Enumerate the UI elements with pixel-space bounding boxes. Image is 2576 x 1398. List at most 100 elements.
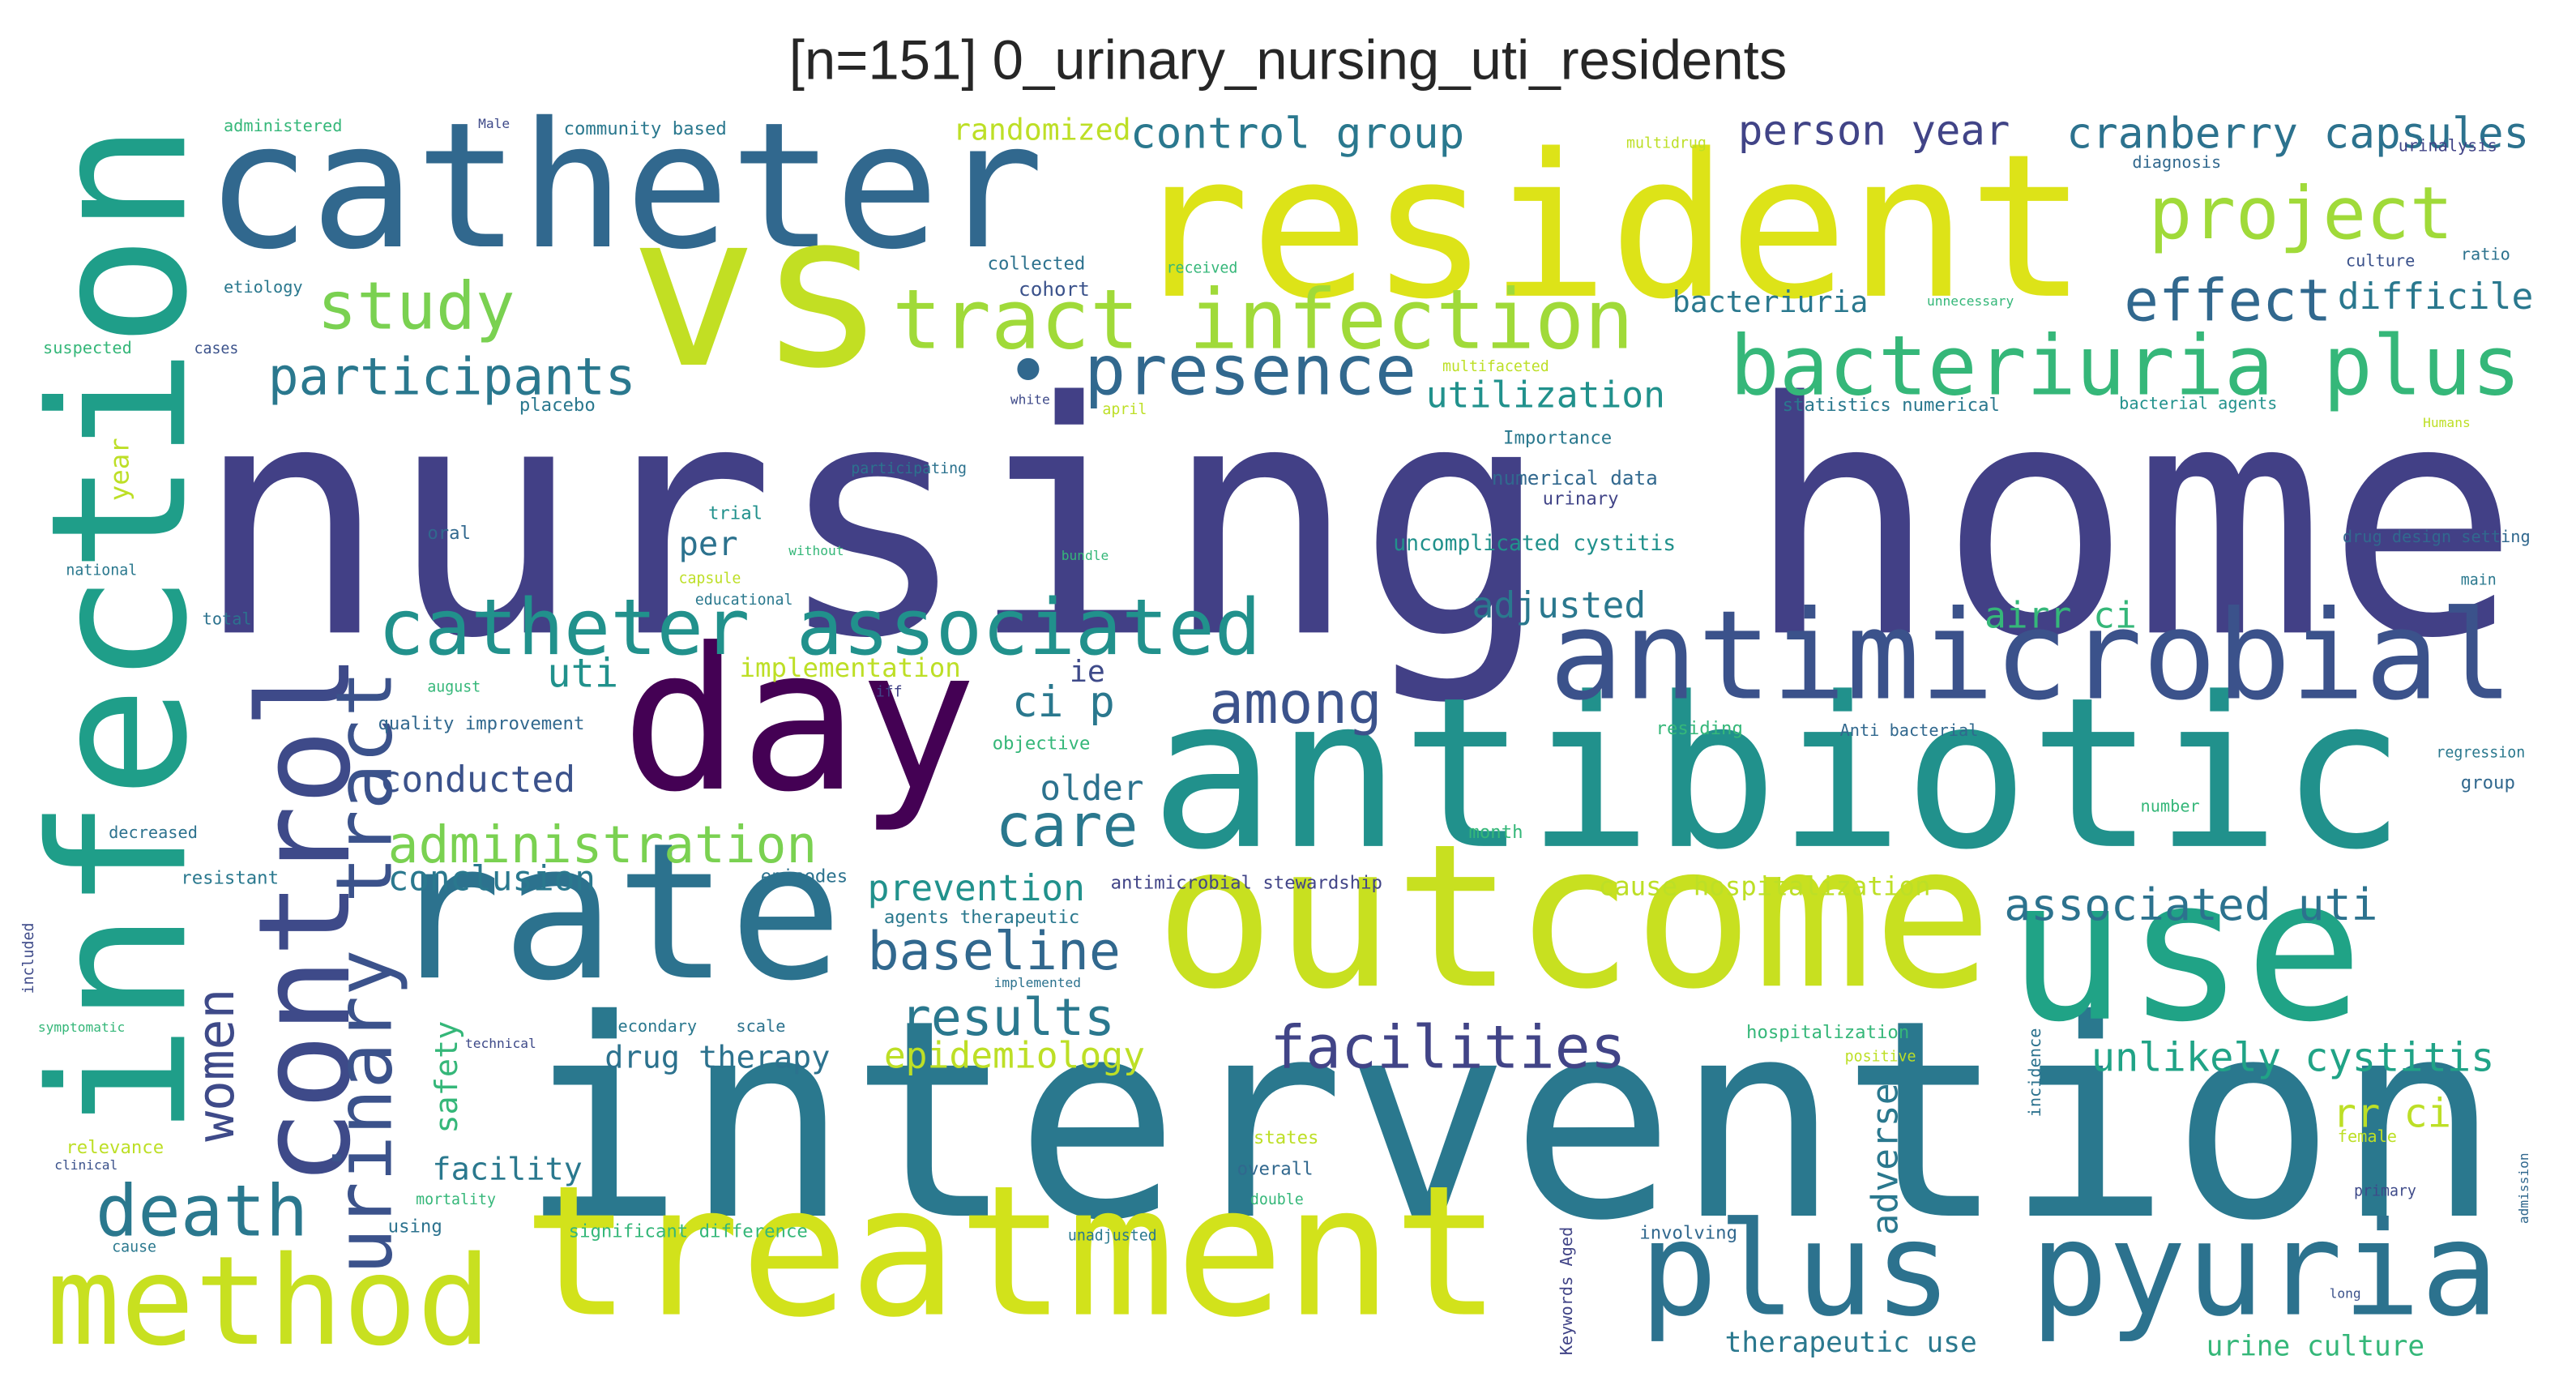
title: [n=151] 0_urinary_nursing_uti_residents bbox=[789, 28, 1788, 91]
word: cause bbox=[112, 1239, 156, 1256]
word: day bbox=[622, 606, 977, 836]
word: participating bbox=[851, 460, 967, 477]
word: using bbox=[388, 1216, 442, 1237]
word: method bbox=[46, 1229, 491, 1373]
word: utilization bbox=[1426, 374, 1665, 417]
word: unadjusted bbox=[1068, 1227, 1157, 1244]
word: overall bbox=[1237, 1158, 1314, 1179]
word: cause hospitalization bbox=[1599, 871, 1931, 902]
word: collected bbox=[988, 253, 1086, 274]
word: Humans bbox=[2423, 415, 2471, 430]
word: relevance bbox=[66, 1137, 164, 1158]
word: ratio bbox=[2461, 244, 2510, 263]
word: clinical bbox=[54, 1157, 117, 1173]
word: symptomatic bbox=[38, 1020, 125, 1035]
word: resistant bbox=[181, 868, 279, 889]
word: use bbox=[2007, 836, 2363, 1066]
word: uti bbox=[547, 651, 618, 696]
word: administration bbox=[388, 815, 818, 874]
word: results bbox=[900, 988, 1115, 1047]
word: urinary bbox=[1543, 488, 1619, 509]
word: scale bbox=[736, 1016, 785, 1036]
word: culture bbox=[2346, 250, 2415, 270]
word: white bbox=[1010, 392, 1050, 408]
word: study bbox=[318, 268, 515, 344]
word: states bbox=[1254, 1127, 1319, 1148]
word: female bbox=[2338, 1127, 2397, 1146]
word: admission bbox=[2516, 1152, 2531, 1224]
word: per bbox=[678, 524, 737, 563]
word: bacteriuria plus bbox=[1730, 318, 2521, 413]
word: among bbox=[1209, 669, 1382, 737]
word: statistics numerical bbox=[1783, 395, 2000, 416]
word: urinalysis bbox=[2399, 135, 2497, 155]
word: incidence bbox=[2025, 1028, 2044, 1118]
word: therapeutic use bbox=[1725, 1327, 1977, 1359]
word: april bbox=[1102, 401, 1147, 418]
word: catheter bbox=[206, 85, 1044, 288]
word: urine culture bbox=[2206, 1330, 2425, 1362]
word: control bbox=[231, 653, 378, 1186]
word: conducted bbox=[380, 759, 576, 801]
word: bundle bbox=[1062, 548, 1109, 563]
word: tract infection bbox=[892, 272, 1634, 368]
word: cases bbox=[194, 340, 239, 357]
word: presence bbox=[1084, 331, 1416, 411]
word: outcome bbox=[1155, 801, 1993, 1032]
word: episodes bbox=[761, 866, 848, 887]
word: ie bbox=[1070, 654, 1105, 689]
word: significant difference bbox=[569, 1221, 808, 1242]
word: administered bbox=[224, 116, 342, 135]
word: Importance bbox=[1503, 427, 1612, 448]
word: iff bbox=[876, 683, 903, 700]
word: urinary tract bbox=[321, 670, 410, 1275]
words: nursing home intervention antibiotic reside… bbox=[11, 85, 2533, 1373]
word: rr ci bbox=[2333, 1092, 2451, 1137]
word: august bbox=[427, 678, 481, 695]
word: secondary bbox=[608, 1016, 697, 1036]
word: agents therapeutic bbox=[884, 907, 1079, 928]
word: numerical data bbox=[1492, 466, 1658, 490]
word: drug therapy bbox=[604, 1040, 830, 1076]
word: effect bbox=[2124, 267, 2331, 334]
word: cohort bbox=[1019, 277, 1090, 301]
word: cranberry capsules bbox=[2066, 109, 2529, 158]
word: antibiotic bbox=[1150, 652, 2406, 896]
word: implementation bbox=[739, 652, 960, 683]
word: infection bbox=[11, 122, 229, 1137]
word: quality improvement bbox=[378, 713, 585, 734]
word: ci p bbox=[1012, 678, 1115, 727]
word: etiology bbox=[224, 277, 303, 297]
word: drug design setting bbox=[2343, 527, 2531, 546]
word: safety bbox=[429, 1021, 465, 1134]
word: community based bbox=[564, 118, 727, 139]
word: included bbox=[20, 923, 37, 994]
word: • bbox=[1006, 327, 1051, 416]
word: Anti bacterial bbox=[1840, 720, 1979, 740]
word: year bbox=[104, 438, 135, 501]
word: prevention bbox=[868, 867, 1085, 909]
word: diagnosis bbox=[2132, 152, 2221, 172]
word: multifaceted bbox=[1442, 358, 1549, 375]
word: bacteriuria bbox=[1672, 284, 1869, 319]
word: difficile bbox=[2338, 276, 2534, 318]
word: received bbox=[1167, 259, 1238, 276]
word: group bbox=[2461, 772, 2515, 793]
word: regression bbox=[2436, 744, 2525, 761]
word: nursing home bbox=[194, 333, 2520, 708]
word: control group bbox=[1130, 109, 1464, 158]
word: placebo bbox=[519, 395, 596, 416]
word: uncomplicated cystitis bbox=[1393, 532, 1676, 556]
word: adverse bbox=[1865, 1083, 1907, 1235]
word: facility bbox=[432, 1151, 582, 1187]
word: technical bbox=[465, 1036, 536, 1051]
word: month bbox=[1468, 822, 1523, 843]
word: resident bbox=[1130, 111, 2087, 343]
word: conclusion bbox=[388, 859, 596, 900]
word: long bbox=[2330, 1285, 2361, 1301]
word: baseline bbox=[868, 921, 1121, 982]
word: primary bbox=[2354, 1183, 2416, 1200]
word: objective bbox=[993, 733, 1091, 754]
word: capsule bbox=[678, 571, 741, 588]
word: antimicrobial bbox=[1549, 584, 2514, 727]
